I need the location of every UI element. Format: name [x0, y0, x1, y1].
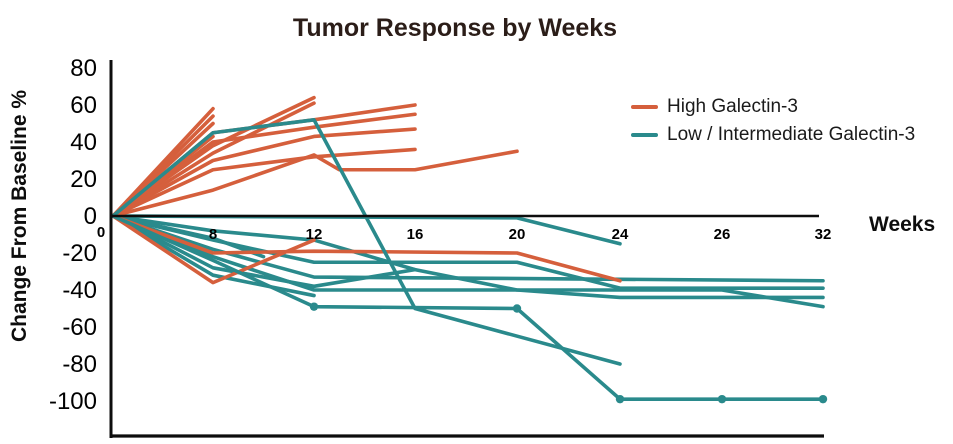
y-tick-label: 40	[70, 129, 97, 156]
legend-item-low: Low / Intermediate Galectin-3	[631, 124, 915, 146]
y-tick-label: -20	[62, 240, 97, 267]
data-point-dot	[615, 394, 625, 404]
x-tick-label: 32	[815, 226, 832, 243]
y-tick-label: 20	[70, 166, 97, 193]
data-point-dot	[818, 394, 828, 404]
series-line-high	[111, 127, 417, 218]
chart-title: Tumor Response by Weeks	[292, 14, 618, 42]
x-tick-label: 20	[509, 226, 526, 243]
series-line-high	[111, 214, 316, 285]
series-line-high	[111, 149, 519, 218]
series-line-low	[111, 214, 825, 309]
series-line-low	[111, 214, 417, 289]
x-tick-label: 8	[209, 226, 217, 243]
data-point-dot	[512, 304, 522, 313]
series-line-high	[111, 112, 417, 218]
x-tick-label: 24	[612, 226, 629, 243]
legend-label-low: Low / Intermediate Galectin-3	[667, 124, 916, 145]
y-tick-label: 0	[84, 203, 97, 230]
data-point-dot	[717, 394, 727, 404]
legend-swatch-low-icon	[631, 133, 658, 137]
x-tick-label: 16	[407, 226, 424, 243]
series-line-low	[111, 214, 316, 298]
y-tick-label: -60	[62, 314, 97, 341]
series-line-low	[111, 214, 266, 259]
series-line-high	[111, 147, 417, 218]
series-line-high	[111, 214, 622, 283]
y-tick-label: -40	[62, 277, 97, 304]
legend-label-high: High Galectin-3	[667, 96, 798, 117]
series-line-high	[111, 101, 316, 218]
legend-swatch-high-icon	[631, 105, 658, 109]
data-point-dot	[309, 302, 319, 311]
y-tick-label: -80	[62, 351, 97, 378]
x-axis-label: Weeks	[869, 213, 936, 236]
y-tick-label: 60	[70, 92, 97, 119]
series-line-low	[111, 214, 825, 401]
series-line-low	[111, 118, 622, 366]
legend: High Galectin-3 Low / Intermediate Galec…	[631, 96, 915, 146]
y-tick-label: -100	[49, 388, 97, 415]
legend-item-high: High Galectin-3	[631, 96, 915, 118]
x-tick-label: 26	[714, 226, 731, 243]
x-tick-label: 12	[306, 226, 323, 243]
y-tick-label: 80	[70, 55, 97, 82]
x-tick-label: 0	[97, 224, 105, 241]
